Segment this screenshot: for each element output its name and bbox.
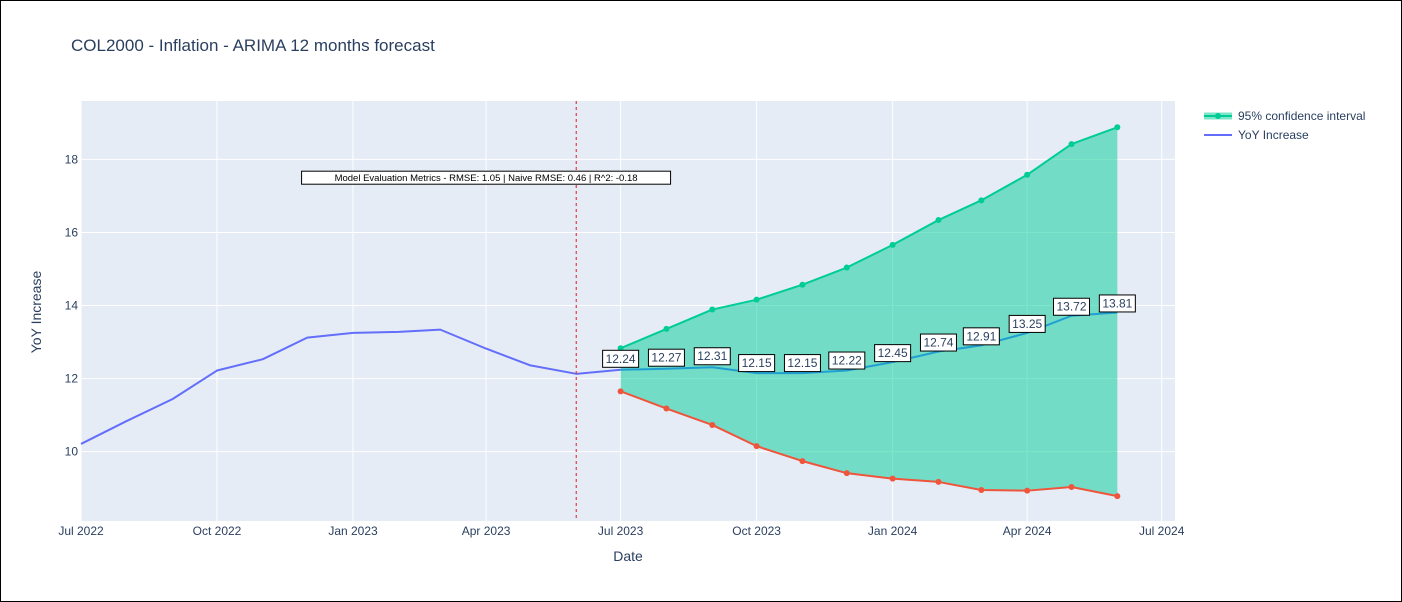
forecast-data-label: 13.25: [1012, 317, 1042, 331]
lower-bound-point: [1068, 484, 1075, 491]
upper-bound-point: [889, 241, 896, 248]
lower-bound-point: [753, 443, 760, 450]
x-tick-label: Oct 2023: [732, 524, 781, 538]
upper-bound-point: [709, 306, 716, 313]
y-tick-label: 12: [65, 372, 79, 386]
forecast-data-label: 12.15: [742, 356, 772, 370]
lower-bound-point: [889, 475, 896, 482]
forecast-data-label: 12.31: [697, 349, 727, 363]
forecast-data-label-box: [602, 349, 640, 368]
upper-bound-line: [620, 126, 1118, 350]
x-tick-label: Jul 2022: [58, 524, 104, 538]
lower-bound-point: [709, 421, 716, 428]
lower-bound-point: [978, 486, 985, 493]
upper-bound-point: [663, 325, 670, 332]
forecast-data-label-box: [693, 347, 731, 366]
lower-bound-line: [620, 390, 1118, 498]
y-axis-title: YoY Increase: [28, 271, 44, 354]
forecast-data-label-box: [828, 351, 866, 370]
confidence-band: [620, 127, 1118, 497]
forecast-data-label-box: [919, 333, 957, 352]
historical-line: [80, 328, 621, 445]
forecast-data-label: 12.74: [923, 336, 953, 350]
forecast-data-label: 13.81: [1102, 296, 1132, 310]
forecast-data-label: 12.91: [966, 329, 996, 343]
forecast-data-label: 13.72: [1056, 300, 1086, 314]
x-tick-label: Oct 2022: [193, 524, 242, 538]
upper-bound-point: [1068, 141, 1075, 148]
x-tick-label: Jul 2024: [1139, 524, 1185, 538]
x-tick-label: Jan 2023: [328, 524, 378, 538]
forecast-data-label: 12.24: [606, 352, 636, 366]
forecast-data-label-box: [738, 354, 776, 373]
upper-bound-point: [978, 197, 985, 204]
forecast-data-label-box: [1053, 297, 1091, 316]
legend-item-label[interactable]: YoY Increase: [1238, 128, 1309, 142]
y-tick-label: 18: [65, 152, 79, 166]
forecast-data-label-box: [783, 354, 821, 373]
upper-bound-point: [1024, 171, 1031, 178]
chart-title: COL2000 - Inflation - ARIMA 12 months fo…: [71, 36, 435, 55]
upper-bound-point: [1114, 124, 1121, 131]
lower-bound-point: [935, 478, 942, 485]
upper-bound-point: [617, 345, 624, 352]
forecast-data-label: 12.27: [651, 351, 681, 365]
upper-bound-point: [753, 296, 760, 303]
metrics-annotation-box: [301, 170, 672, 185]
x-tick-label: Jan 2024: [868, 524, 918, 538]
lower-bound-point: [663, 405, 670, 412]
lower-bound-point: [799, 458, 806, 465]
x-axis-title: Date: [613, 548, 643, 564]
upper-bound-point: [843, 264, 850, 271]
lower-bound-point: [1114, 493, 1121, 500]
upper-bound-point: [935, 217, 942, 224]
legend-swatch-marker[interactable]: [1215, 113, 1221, 119]
forecast-data-label-box: [1098, 294, 1136, 313]
y-tick-label: 16: [65, 225, 79, 239]
lower-bound-point: [1024, 487, 1031, 494]
x-tick-label: Jul 2023: [598, 524, 644, 538]
forecast-data-label-box: [874, 344, 912, 363]
legend-item-label[interactable]: 95% confidence interval: [1238, 109, 1365, 123]
upper-bound-point: [799, 281, 806, 288]
forecast-data-label-box: [647, 348, 685, 367]
forecast-data-label: 12.15: [787, 356, 817, 370]
forecast-data-label-box: [962, 327, 1000, 346]
forecast-data-label-box: [1008, 314, 1046, 333]
metrics-annotation: Model Evaluation Metrics - RMSE: 1.05 | …: [335, 173, 638, 184]
lower-bound-point: [843, 470, 850, 477]
x-tick-label: Apr 2024: [1003, 524, 1052, 538]
x-tick-label: Apr 2023: [462, 524, 511, 538]
lower-bound-point: [617, 388, 624, 395]
y-tick-label: 14: [65, 299, 79, 313]
y-tick-label: 10: [65, 445, 79, 459]
forecast-data-label: 12.22: [832, 354, 862, 368]
forecast-data-label: 12.45: [878, 346, 908, 360]
